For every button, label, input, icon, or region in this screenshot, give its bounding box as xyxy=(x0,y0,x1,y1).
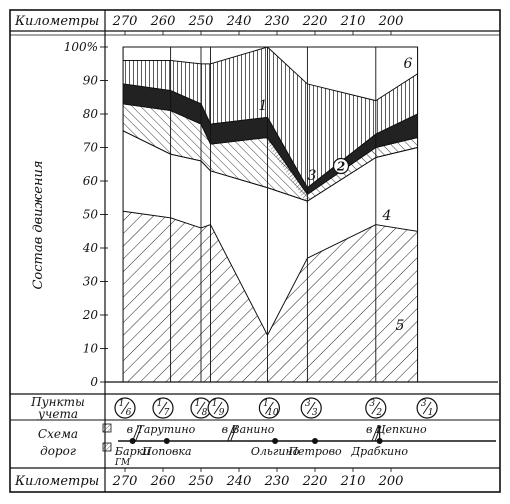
counting-point-top: 1 xyxy=(263,399,269,409)
y-ticks: 0 10 20 30 40 50 60 70 80 90 100% xyxy=(64,40,108,389)
y-tick-label: 50 xyxy=(83,208,99,222)
x-tick-label-top: 270 xyxy=(112,14,138,29)
x-tick-label-bottom: 240 xyxy=(226,474,252,489)
branch-road-label: в Тарутино xyxy=(127,423,196,436)
station-label: Поповка xyxy=(141,445,191,458)
road-scheme-label-line1: Схема xyxy=(38,427,78,441)
layer-label-3: 3 xyxy=(308,168,317,184)
counting-point-top: 1 xyxy=(212,399,218,409)
branch-road-line xyxy=(371,425,379,442)
branch-road-label: в Цепкино xyxy=(366,423,427,436)
x-ticks: 2702702602602502502402402302302202202102… xyxy=(112,14,404,489)
station-dot xyxy=(312,438,318,444)
y-tick-label: 40 xyxy=(82,241,99,255)
counting-point-bottom: 6 xyxy=(126,408,132,418)
counting-point-bottom: 1 xyxy=(428,408,434,418)
counting-point-top: 3 xyxy=(369,399,375,409)
y-axis-label: Состав движения xyxy=(31,160,46,289)
x-tick-label-bottom: 260 xyxy=(150,474,176,489)
counting-point-bottom: 9 xyxy=(219,408,225,418)
counting-point-fraction-bar xyxy=(306,401,316,415)
station-dot xyxy=(129,438,136,444)
counting-point-top: 1 xyxy=(195,399,201,409)
counting-point-bottom: 3 xyxy=(312,408,318,418)
layer-label-1: 1 xyxy=(259,98,268,114)
x-tick-label-top: 250 xyxy=(188,14,214,29)
x-tick-label-top: 240 xyxy=(226,14,252,29)
x-tick-label-bottom: 200 xyxy=(378,474,404,489)
counting-point-bottom: 2 xyxy=(375,408,382,418)
branch-road-label: в Ванино xyxy=(222,423,275,436)
counting-point-fraction-bar xyxy=(120,401,130,415)
y-tick-label: 0 xyxy=(90,375,98,389)
top-axis-title: Километры xyxy=(14,14,99,29)
road-start-marker-lower xyxy=(102,442,112,452)
station-dot xyxy=(163,438,170,444)
layer-label-2: 2 xyxy=(336,160,345,174)
x-tick-label-top: 200 xyxy=(378,14,404,29)
x-tick-label-bottom: 230 xyxy=(264,474,290,489)
branch-road-line xyxy=(135,425,143,442)
layer-labels: 1 3 4 5 6 2 xyxy=(259,56,413,334)
counting-point-fraction-bar xyxy=(422,401,432,415)
y-tick-label: 20 xyxy=(82,308,99,322)
counting-point-bottom: 8 xyxy=(202,408,208,418)
y-tick-label: 30 xyxy=(83,275,99,289)
road-scheme-label-line2: дорог xyxy=(40,444,76,458)
counting-point-fraction-bar xyxy=(158,401,168,415)
station-sublabel: ГМ xyxy=(114,458,131,468)
station-label: Драбкино xyxy=(350,445,408,458)
branch-road-line xyxy=(227,425,235,442)
road-start-marker xyxy=(102,423,112,433)
y-tick-label: 80 xyxy=(83,107,99,121)
x-tick-label-bottom: 250 xyxy=(188,474,214,489)
counting-points-label: Пункты учета xyxy=(30,395,85,421)
counting-point-bottom: 7 xyxy=(164,408,170,418)
x-tick-label-top: 260 xyxy=(150,14,176,29)
x-tick-label-bottom: 220 xyxy=(302,474,328,489)
counting-point-fraction-bar xyxy=(265,401,274,415)
counting-point-bottom: 10 xyxy=(267,408,279,418)
counting-point-top: 1 xyxy=(157,399,163,409)
x-tick-label-top: 220 xyxy=(302,14,328,29)
layer-label-4: 4 xyxy=(382,208,392,224)
counting-point-fraction-bar xyxy=(196,401,206,415)
counting-points-label-line2: учета xyxy=(37,407,78,421)
counting-point-top: 3 xyxy=(305,399,311,409)
counting-point-top: 1 xyxy=(119,399,125,409)
y-tick-label: 10 xyxy=(83,342,99,356)
layer-label-6: 6 xyxy=(404,56,413,72)
x-tick-label-bottom: 210 xyxy=(340,474,366,489)
layer-label-5: 5 xyxy=(396,318,405,334)
bottom-axis-title: Километры xyxy=(14,474,99,489)
station-label: Ольгино xyxy=(251,445,300,458)
station-dot xyxy=(272,438,279,444)
counting-point-fraction-bar xyxy=(371,401,381,415)
y-tick-label: 100% xyxy=(64,40,98,54)
road-scheme-label: Схема дорог xyxy=(38,427,78,458)
layer-label-2-badge xyxy=(332,157,350,175)
x-tick-label-top: 230 xyxy=(264,14,290,29)
station-label: Петрово xyxy=(287,445,342,458)
layer-2-hatched-strip xyxy=(267,137,308,205)
counting-point-top: 3 xyxy=(421,399,427,409)
y-tick-label: 70 xyxy=(83,141,99,155)
counting-point-fraction-bar xyxy=(213,401,223,415)
stacked-layers xyxy=(122,46,419,383)
x-tick-label-top: 210 xyxy=(340,14,366,29)
y-tick-label: 90 xyxy=(83,74,99,88)
y-tick-label: 60 xyxy=(83,174,99,188)
branch-road-line xyxy=(230,425,238,442)
table-frame xyxy=(9,9,501,493)
grid-lines xyxy=(105,47,498,383)
station-label: Барки xyxy=(114,445,150,458)
x-tick-label-bottom: 270 xyxy=(112,474,138,489)
counting-points-label-line1: Пункты xyxy=(30,395,85,409)
